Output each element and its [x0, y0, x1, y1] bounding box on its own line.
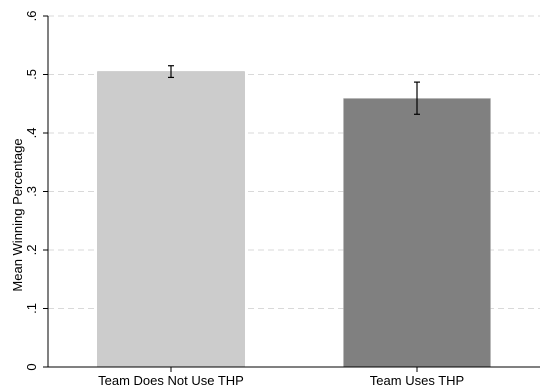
y-tick-label: .6 — [24, 11, 39, 22]
y-axis-title: Mean Winning Percentage — [10, 138, 25, 291]
bars — [97, 71, 491, 368]
y-tick-label: .3 — [24, 186, 39, 197]
x-category-label: Team Does Not Use THP — [98, 373, 244, 388]
y-tick-label: .5 — [24, 69, 39, 80]
y-tick-label: .1 — [24, 303, 39, 314]
y-tick-label: 0 — [24, 363, 39, 370]
bar — [343, 98, 491, 368]
error-bar — [168, 65, 174, 79]
bar — [97, 71, 245, 368]
error-bar — [414, 81, 420, 115]
y-tick-label: .2 — [24, 245, 39, 256]
y-tick-label: .4 — [24, 128, 39, 139]
y-ticks: 0 .1 .2 .3 .4 .5 .6 — [24, 11, 48, 371]
x-category-labels: Team Does Not Use THP Team Uses THP — [98, 367, 464, 388]
error-bars — [168, 65, 420, 115]
x-category-label: Team Uses THP — [370, 373, 464, 388]
